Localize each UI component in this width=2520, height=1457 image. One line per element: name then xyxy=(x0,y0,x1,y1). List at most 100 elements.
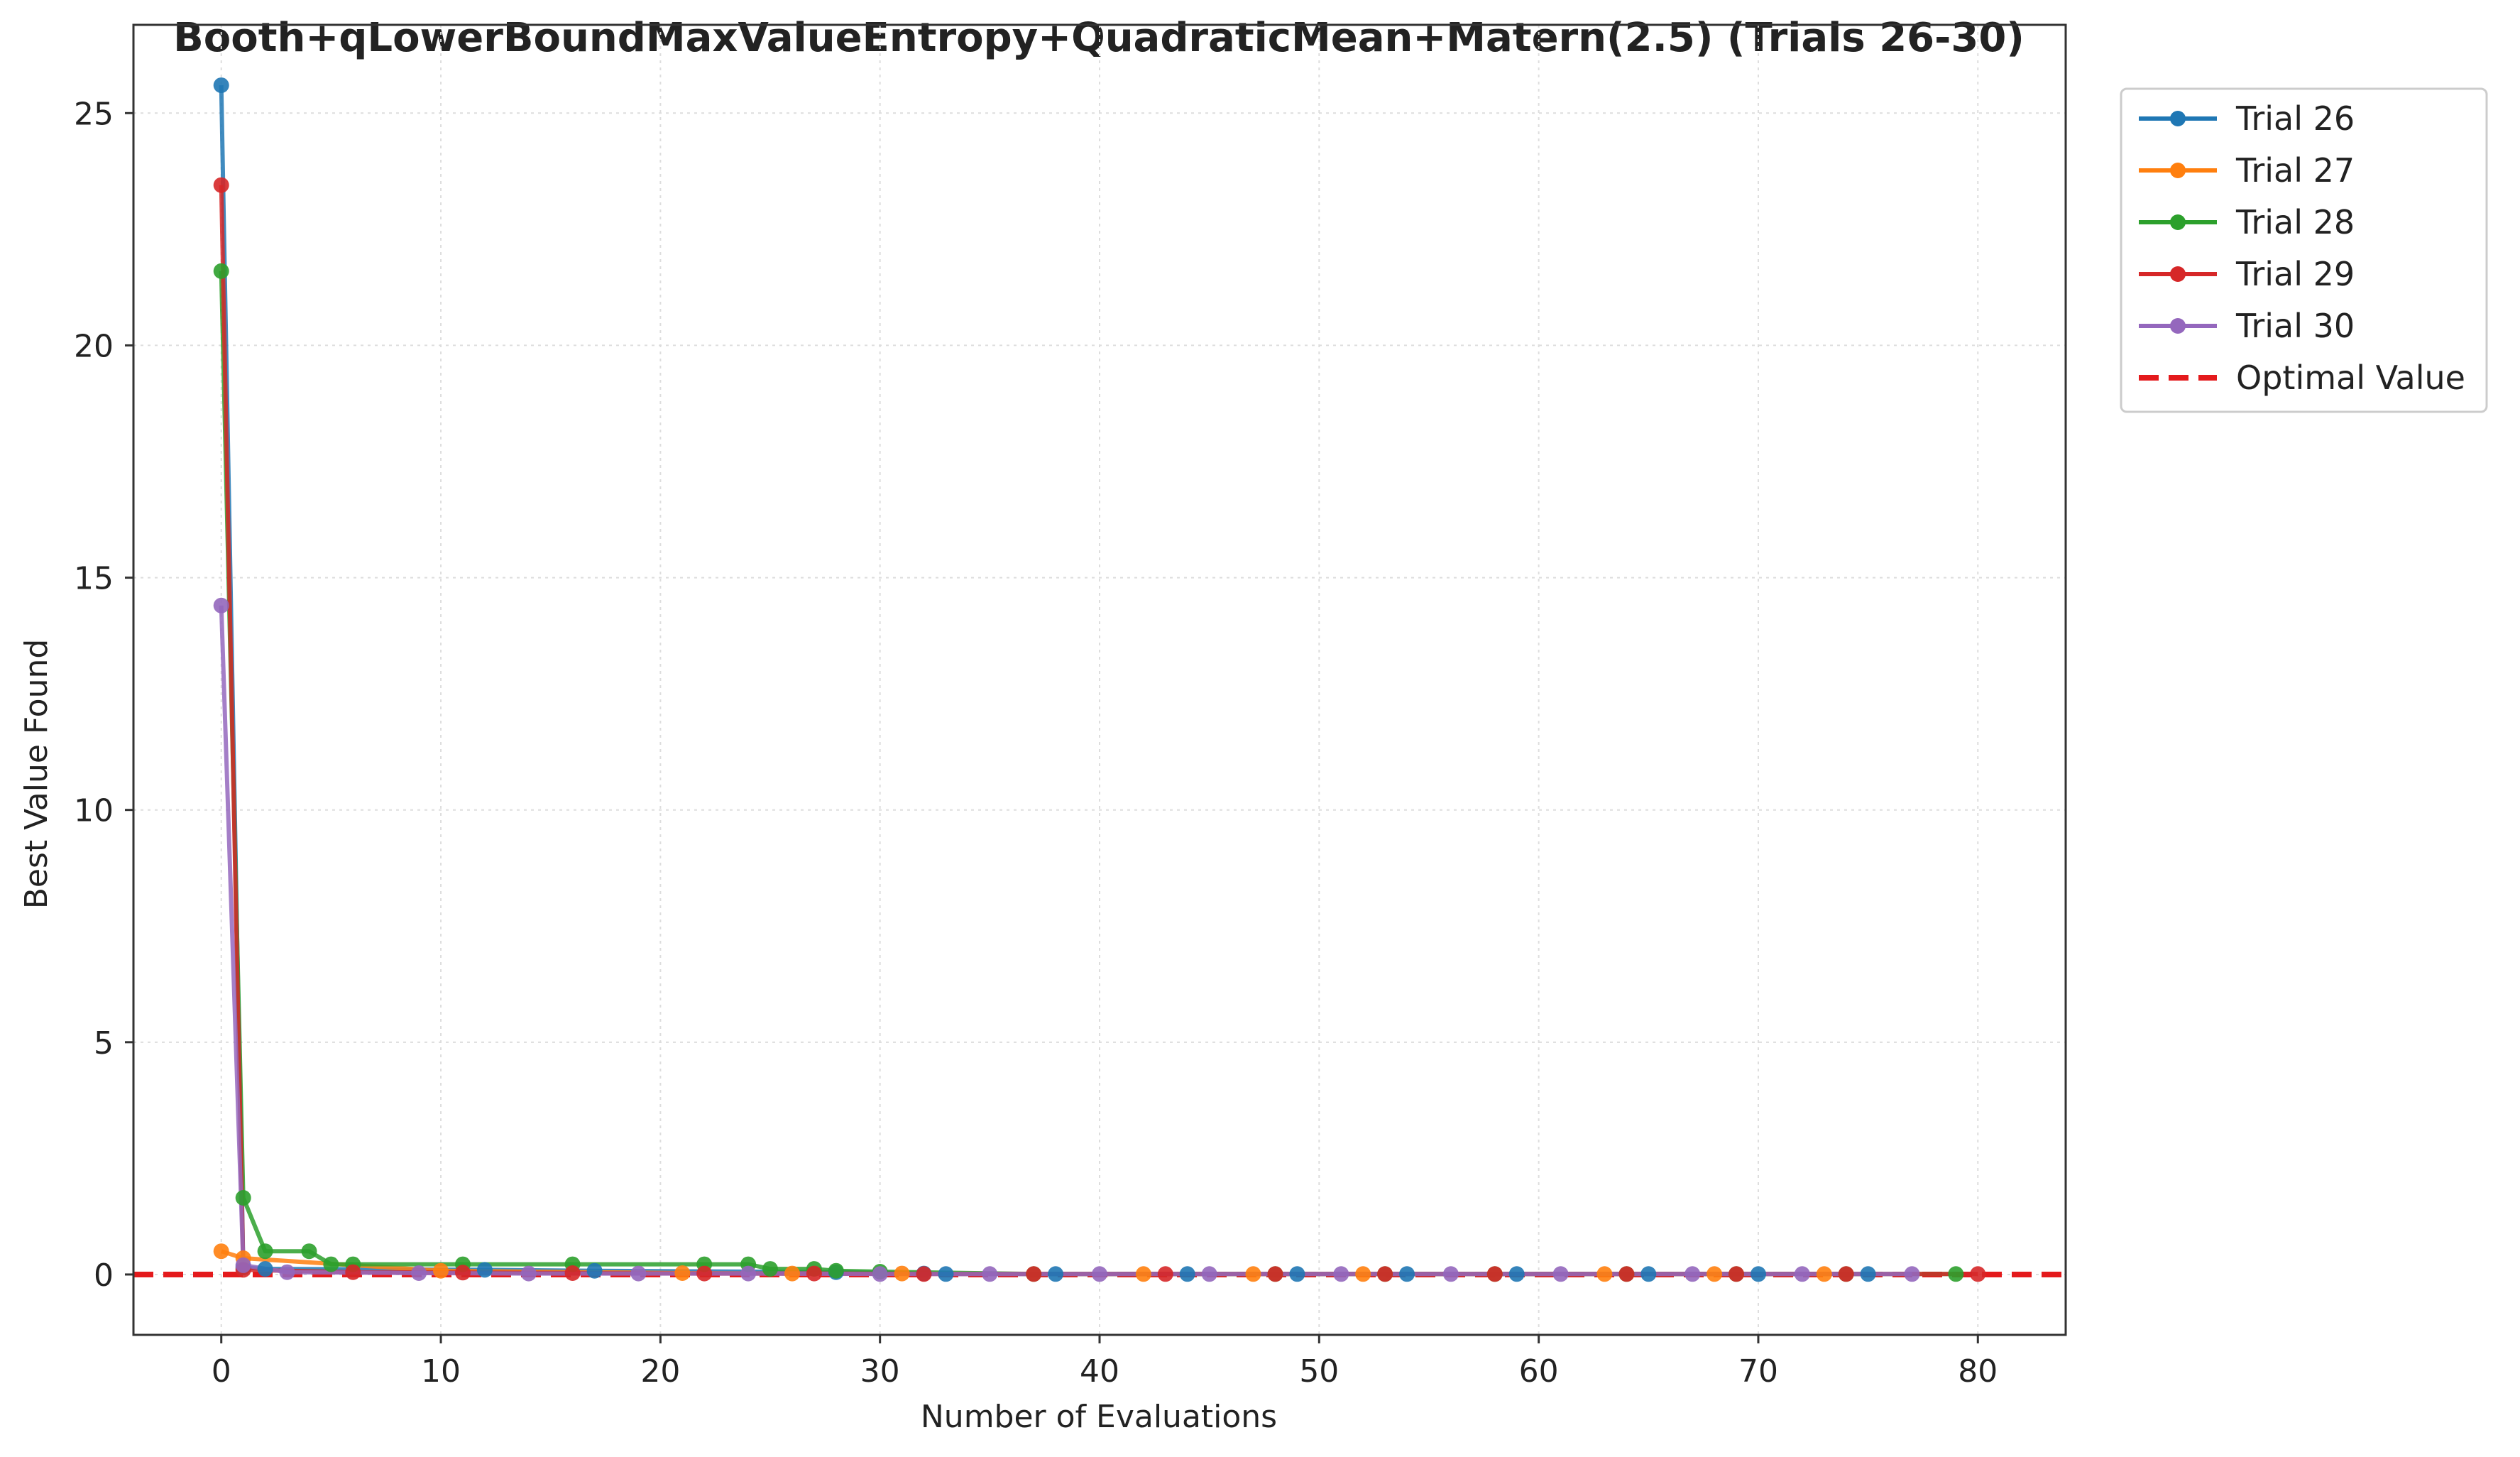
data-point xyxy=(696,1265,713,1282)
data-point xyxy=(1135,1266,1151,1282)
data-point xyxy=(1092,1266,1107,1282)
data-point xyxy=(1552,1266,1569,1282)
data-point xyxy=(1596,1266,1613,1282)
data-point xyxy=(1048,1266,1064,1282)
data-point xyxy=(476,1262,493,1278)
legend-label: Trial 27 xyxy=(2235,151,2355,190)
data-point xyxy=(1201,1266,1217,1282)
legend-swatch-marker xyxy=(2170,111,2186,126)
data-point xyxy=(1245,1266,1261,1282)
data-point xyxy=(564,1265,581,1281)
x-tick-label: 60 xyxy=(1519,1353,1559,1390)
data-point xyxy=(213,597,229,613)
data-point xyxy=(235,1190,251,1206)
data-point xyxy=(520,1265,537,1282)
data-point xyxy=(916,1266,932,1282)
data-point xyxy=(1794,1266,1810,1282)
grid xyxy=(133,25,2066,1335)
legend-label: Trial 26 xyxy=(2235,99,2355,138)
data-point xyxy=(345,1264,361,1280)
x-tick-label: 40 xyxy=(1080,1353,1119,1390)
data-point xyxy=(1729,1266,1744,1282)
data-point xyxy=(1838,1266,1854,1282)
data-point xyxy=(1640,1266,1657,1282)
data-point xyxy=(1377,1266,1393,1282)
legend-label: Trial 28 xyxy=(2235,203,2355,241)
y-axis-label: Best Value Found xyxy=(18,639,55,910)
x-tick-label: 80 xyxy=(1958,1353,1998,1390)
legend-label: Trial 30 xyxy=(2235,307,2355,345)
x-tick-label: 20 xyxy=(640,1353,680,1390)
legend-swatch-marker xyxy=(2170,163,2186,178)
y-tick-label: 10 xyxy=(74,793,114,829)
data-point xyxy=(257,1243,273,1260)
y-axis-ticks: 0 5 10 15 20 25 xyxy=(74,96,133,1294)
data-point xyxy=(630,1265,647,1282)
data-point xyxy=(213,1243,229,1260)
data-point xyxy=(213,177,229,193)
data-point xyxy=(1355,1266,1371,1282)
data-point xyxy=(235,1257,251,1273)
series-points xyxy=(213,77,1986,1282)
data-point xyxy=(323,1256,339,1272)
data-point xyxy=(1486,1266,1503,1282)
data-point xyxy=(1618,1266,1635,1282)
legend-label: Trial 29 xyxy=(2235,255,2355,293)
x-tick-label: 50 xyxy=(1299,1353,1339,1390)
data-point xyxy=(1860,1266,1876,1282)
legend: Trial 26 Trial 27 Trial 28 Trial 29 Trial 30… xyxy=(2120,87,2488,413)
data-point xyxy=(213,263,229,279)
data-point xyxy=(1707,1266,1723,1282)
data-point xyxy=(982,1266,998,1282)
data-point xyxy=(1816,1266,1832,1282)
data-point xyxy=(828,1262,844,1279)
legend-label: Optimal Value xyxy=(2236,359,2465,397)
data-point xyxy=(257,1261,273,1277)
legend-swatch-marker xyxy=(2170,214,2186,230)
data-point xyxy=(433,1262,449,1279)
y-tick-label: 20 xyxy=(74,328,114,364)
x-tick-label: 30 xyxy=(860,1353,900,1390)
data-point xyxy=(1442,1266,1459,1282)
data-point xyxy=(1904,1266,1920,1282)
data-point xyxy=(674,1265,691,1281)
data-point xyxy=(1399,1266,1415,1282)
data-point xyxy=(1751,1266,1766,1282)
data-point xyxy=(784,1265,800,1282)
data-point xyxy=(1970,1266,1986,1282)
data-point xyxy=(740,1265,757,1282)
y-tick-label: 0 xyxy=(94,1257,114,1294)
data-point xyxy=(1948,1266,1964,1282)
data-point xyxy=(1157,1266,1173,1282)
legend-swatch-marker xyxy=(2170,318,2186,334)
data-point xyxy=(586,1262,603,1279)
data-point xyxy=(1179,1266,1195,1282)
data-point xyxy=(1026,1266,1042,1282)
x-tick-label: 70 xyxy=(1738,1353,1778,1390)
data-point xyxy=(1289,1266,1305,1282)
data-point xyxy=(938,1266,954,1282)
y-tick-label: 5 xyxy=(94,1025,114,1062)
data-point xyxy=(894,1265,910,1282)
data-point xyxy=(213,77,229,94)
data-point xyxy=(872,1266,888,1282)
data-point xyxy=(1267,1266,1283,1282)
data-point xyxy=(1508,1266,1525,1282)
data-point xyxy=(806,1265,822,1282)
y-tick-label: 25 xyxy=(74,96,114,132)
x-axis-label: Number of Evaluations xyxy=(921,1399,1277,1435)
data-point xyxy=(279,1264,295,1280)
data-point xyxy=(1684,1266,1701,1282)
x-tick-label: 0 xyxy=(212,1353,231,1390)
y-tick-label: 15 xyxy=(74,561,114,597)
data-point xyxy=(455,1265,471,1281)
data-point xyxy=(762,1261,778,1277)
legend-swatch-marker xyxy=(2170,266,2186,282)
data-point xyxy=(301,1243,317,1260)
x-axis-ticks: 0 10 20 30 40 50 60 70 80 xyxy=(212,1335,1998,1390)
data-point xyxy=(1333,1266,1349,1282)
x-tick-label: 10 xyxy=(421,1353,461,1390)
data-point xyxy=(411,1265,427,1281)
